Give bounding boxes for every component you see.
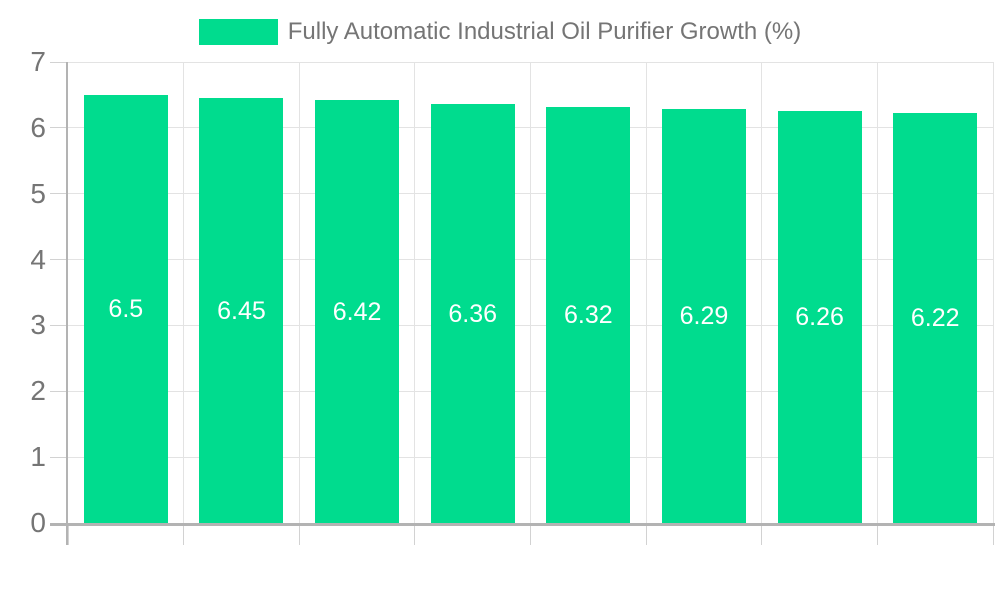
vertical-gridline xyxy=(992,62,994,523)
vertical-gridline xyxy=(876,62,878,523)
vertical-gridline xyxy=(645,62,647,523)
y-axis-tick xyxy=(50,456,68,458)
x-axis-line xyxy=(50,523,995,526)
x-axis-tick xyxy=(992,523,994,545)
y-axis-tick xyxy=(50,127,68,129)
x-axis-tick xyxy=(761,523,763,545)
x-axis-tick xyxy=(645,523,647,545)
bar-value-label: 6.36 xyxy=(448,299,498,328)
bar[interactable] xyxy=(661,108,746,523)
y-axis-tick xyxy=(50,61,68,63)
bar[interactable] xyxy=(546,106,631,523)
y-axis-tick-label: 0 xyxy=(30,507,46,538)
y-axis-tick xyxy=(50,259,68,261)
bar[interactable] xyxy=(430,104,515,523)
legend[interactable]: Fully Automatic Industrial Oil Purifier … xyxy=(0,19,1000,45)
bar-value-label: 6.45 xyxy=(217,296,266,325)
bar-value-label: 6.5 xyxy=(108,294,144,323)
x-axis-tick xyxy=(67,523,69,545)
bar-value-label: 6.26 xyxy=(795,302,844,331)
bar[interactable] xyxy=(315,100,400,523)
bar[interactable] xyxy=(893,113,978,523)
y-axis-tick-label: 1 xyxy=(30,441,46,473)
bar[interactable] xyxy=(83,94,168,523)
y-axis-tick-label: 5 xyxy=(30,177,46,209)
x-axis-tick xyxy=(298,523,300,545)
bar[interactable] xyxy=(199,98,284,523)
legend-swatch xyxy=(198,19,278,45)
bar-value-label: 6.22 xyxy=(910,304,960,333)
bar-value-label: 6.32 xyxy=(563,300,613,329)
bar-value-label: 6.29 xyxy=(679,301,729,330)
vertical-gridline xyxy=(414,62,416,523)
y-axis-tick-label: 2 xyxy=(30,375,46,407)
vertical-gridline xyxy=(530,62,531,523)
y-axis-tick xyxy=(50,324,68,326)
y-axis-tick xyxy=(50,390,68,392)
bar[interactable] xyxy=(777,110,862,523)
x-axis-tick xyxy=(876,523,878,545)
y-axis-tick xyxy=(50,193,68,195)
y-axis-tick-label: 6 xyxy=(30,111,46,143)
vertical-gridline xyxy=(761,62,763,523)
x-axis-tick xyxy=(530,523,531,545)
y-axis-line xyxy=(66,62,68,545)
vertical-gridline xyxy=(183,62,185,523)
y-axis-tick-label: 7 xyxy=(30,46,46,77)
bar-value-label: 6.42 xyxy=(332,297,382,326)
y-axis-tick-label: 3 xyxy=(30,309,46,341)
legend-label: Fully Automatic Industrial Oil Purifier … xyxy=(287,18,802,45)
y-axis-tick-label: 4 xyxy=(30,243,46,275)
x-axis-tick xyxy=(183,523,185,545)
vertical-gridline xyxy=(298,62,300,523)
x-axis-tick xyxy=(414,523,416,545)
